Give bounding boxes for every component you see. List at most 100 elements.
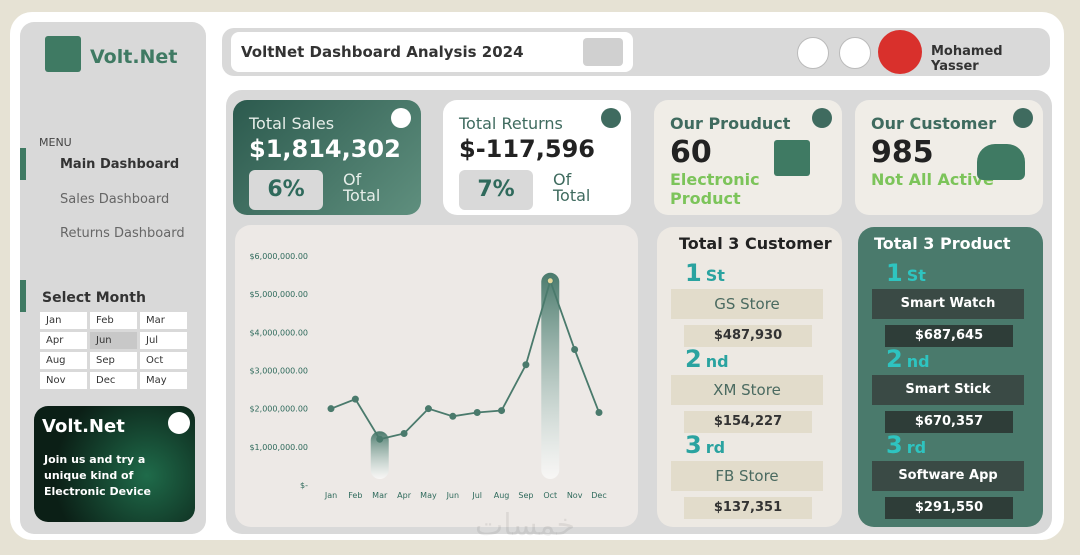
rank-number: 2 (886, 345, 903, 373)
month-button[interactable]: Jan (40, 312, 87, 329)
month-button[interactable]: Apr (40, 332, 87, 349)
x-tick-label: Dec (591, 491, 606, 500)
month-button[interactable]: Jul (140, 332, 187, 349)
promo-dot (168, 412, 190, 434)
promo-text: Join us and try a unique kind of Electro… (44, 453, 151, 498)
top-products: Total 3 Product 1 St Smart Watch $687,645 2 n… (858, 227, 1043, 527)
rank-number: 3 (886, 431, 903, 459)
y-tick-label: $2,000,000.00 (249, 405, 308, 414)
item-name: GS Store (671, 289, 823, 319)
item-name: Smart Stick (872, 375, 1024, 405)
month-button[interactable]: Sep (90, 352, 137, 369)
rank-number: 2 (685, 345, 702, 373)
pin-icon (812, 108, 832, 128)
pin-icon (601, 108, 621, 128)
y-tick-label: $5,000,000.00 (249, 290, 308, 299)
kpi-subtitle: Electronic Product (670, 170, 760, 208)
kpi-title: Our Customer (871, 114, 997, 133)
rank-number: 1 (685, 259, 702, 287)
item-value: $154,227 (684, 411, 812, 433)
item-name: XM Store (671, 375, 823, 405)
rank-number: 1 (886, 259, 903, 287)
x-tick-label: Apr (397, 491, 412, 500)
point (595, 408, 603, 416)
month-button[interactable]: Jun (90, 332, 137, 349)
kpi-percent: 7% (459, 170, 533, 210)
rank-suffix: rd (906, 438, 927, 457)
rank-suffix: nd (705, 352, 729, 371)
kpi-card: Total Returns $-117,596 7% Of Total (443, 100, 631, 215)
promo: Volt.Net Join us and try a unique kind o… (34, 406, 195, 522)
header-title: VoltNet Dashboard Analysis 2024 (241, 43, 524, 61)
avatar (878, 30, 922, 74)
kpi-value: 985 (871, 135, 934, 170)
watermark: خمسات (475, 508, 576, 543)
kpi-card: Our Customer 985 Not All Active (855, 100, 1043, 215)
kpi-value: $-117,596 (459, 135, 595, 163)
month-button[interactable]: Mar (140, 312, 187, 329)
menu-item[interactable]: Main Dashboard (60, 157, 180, 172)
customer-icon (977, 144, 1025, 180)
rank-suffix: nd (906, 352, 930, 371)
point (571, 346, 579, 354)
kpi-title: Total Sales (249, 114, 335, 133)
indicator (20, 280, 26, 312)
x-tick-label: Jan (324, 491, 337, 500)
x-tick-label: Jul (471, 491, 482, 500)
x-tick-label: Aug (494, 491, 510, 500)
user-name: Mohamed Yasser (931, 44, 1003, 74)
month-button[interactable]: Aug (40, 352, 87, 369)
x-tick-label: Mar (372, 491, 388, 500)
kpi-card: Our Prouduct 60 Electronic Product (654, 100, 842, 215)
pin-icon (391, 108, 411, 128)
facebook-icon[interactable] (839, 37, 871, 69)
month-button[interactable]: Feb (90, 312, 137, 329)
line-chart: $- $1,000,000.00 $2,000,000.00 $3,000,000.0… (235, 225, 638, 527)
y-tick-label: $- (300, 481, 308, 490)
rank: 1 St (886, 259, 926, 287)
logo-icon (45, 36, 81, 72)
point (376, 435, 384, 443)
month-button[interactable]: Nov (40, 372, 87, 389)
y-tick-label: $3,000,000.00 (249, 367, 308, 376)
kpi-title: Total Returns (459, 114, 563, 133)
month-button[interactable]: Oct (140, 352, 187, 369)
x-tick-label: Jun (446, 491, 460, 500)
kpi-value: $1,814,302 (249, 135, 401, 163)
kpi-percent-label: Of Total (343, 170, 381, 205)
rank-suffix: rd (705, 438, 726, 457)
menu-item[interactable]: Sales Dashboard (60, 192, 170, 207)
item-value: $687,645 (885, 325, 1013, 347)
point (449, 412, 457, 420)
kpi-percent: 6% (249, 170, 323, 210)
kpi-subtitle: Not All Active (871, 170, 994, 189)
item-value: $670,357 (885, 411, 1013, 433)
rank: 1 St (685, 259, 725, 287)
highlight-capsule (370, 431, 389, 479)
brand: Volt.Net (90, 46, 178, 68)
kpi-value: 60 (670, 135, 712, 170)
menu-title: MENU (39, 136, 72, 149)
x-tick-label: May (420, 491, 437, 500)
rank-suffix: St (906, 266, 926, 285)
pin-icon (1013, 108, 1033, 128)
line (330, 277, 600, 441)
menu-item[interactable]: Returns Dashboard (60, 226, 185, 241)
point (522, 361, 530, 369)
search-button[interactable] (583, 38, 623, 66)
product-icon (774, 140, 810, 176)
mail-icon[interactable] (797, 37, 829, 69)
kpi-percent-label: Of Total (553, 170, 591, 205)
point (327, 405, 335, 413)
rank-number: 3 (685, 431, 702, 459)
panel-title: Total 3 Customer (679, 234, 832, 253)
rank-suffix: St (705, 266, 725, 285)
kpi-card: Total Sales $1,814,302 6% Of Total (233, 100, 421, 215)
point (424, 405, 432, 413)
point (546, 277, 554, 285)
month-button[interactable]: May (140, 372, 187, 389)
x-tick-label: Oct (543, 491, 557, 500)
month-button[interactable]: Dec (90, 372, 137, 389)
